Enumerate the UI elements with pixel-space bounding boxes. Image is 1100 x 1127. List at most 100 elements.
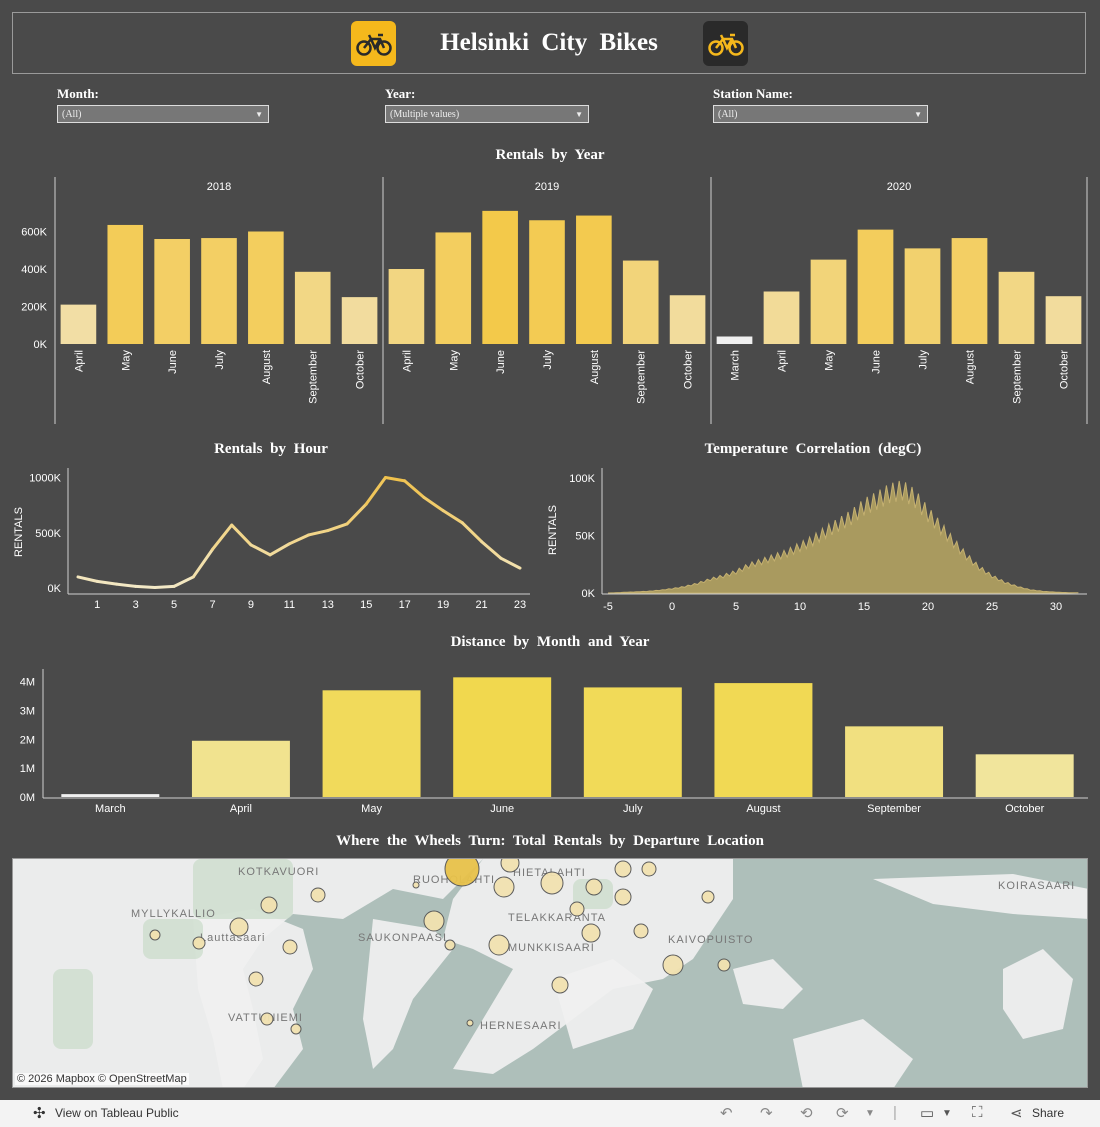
x-tick-label: 20 bbox=[922, 601, 934, 613]
y-tick-label: 100K bbox=[569, 473, 595, 485]
x-tick-label: October bbox=[1005, 803, 1044, 815]
undo-icon[interactable]: ↶ bbox=[720, 1105, 733, 1122]
map-place-label: TELAKKARANTA bbox=[508, 912, 606, 924]
departure-map[interactable]: KOTKAVUORIMYLLYKALLIOLauttasaariVATTUNIE… bbox=[12, 858, 1088, 1088]
dashboard-header: Helsinki City Bikes bbox=[12, 12, 1086, 74]
map-land bbox=[793, 1019, 913, 1087]
x-tick-label: September bbox=[1012, 350, 1024, 404]
station-bubble bbox=[493, 876, 515, 898]
tableau-toolbar: ✣ View on Tableau Public ↶ ↷ ⟲ ⟳ ▼ | ▭ ▼… bbox=[0, 1100, 1100, 1127]
map-park bbox=[143, 919, 203, 959]
map-place-label: KAIVOPUISTO bbox=[668, 934, 753, 946]
station-filter: Station Name: (All) ▼ bbox=[713, 86, 928, 123]
station-bubble bbox=[633, 923, 649, 939]
station-filter-dropdown[interactable]: (All) ▼ bbox=[713, 105, 928, 123]
chevron-down-icon[interactable]: ▼ bbox=[865, 1108, 875, 1119]
y-tick-label: 1M bbox=[20, 763, 35, 775]
chevron-down-icon: ▼ bbox=[255, 110, 263, 119]
station-bubble bbox=[614, 888, 632, 906]
x-tick-label: 0 bbox=[669, 601, 675, 613]
temperature-chart: 0K 50K 100K RENTALS -5 0 5 10 15 20 25 30 bbox=[547, 468, 1087, 613]
fullscreen-icon[interactable]: ⛶ bbox=[972, 1104, 983, 1121]
bar bbox=[1045, 296, 1082, 344]
station-bubble bbox=[540, 871, 564, 895]
bar bbox=[482, 210, 518, 344]
redo-icon[interactable]: ↷ bbox=[760, 1105, 773, 1122]
map-land bbox=[193, 909, 313, 1087]
x-tick-label: September bbox=[867, 803, 921, 815]
map-land bbox=[443, 859, 733, 1074]
x-tick-label: 30 bbox=[1050, 601, 1062, 613]
x-tick-label: 5 bbox=[171, 599, 177, 611]
x-tick-label: August bbox=[746, 803, 780, 815]
station-bubble bbox=[290, 1023, 302, 1035]
refresh-icon[interactable]: ⟳ bbox=[836, 1105, 849, 1122]
dashboard-title: Helsinki City Bikes bbox=[440, 29, 658, 56]
station-bubble bbox=[585, 878, 603, 896]
x-tick-label: 17 bbox=[399, 599, 411, 611]
bar bbox=[341, 297, 378, 344]
line-segment bbox=[95, 579, 118, 586]
x-tick-label: July bbox=[623, 803, 643, 815]
y-tick-label: 3M bbox=[20, 705, 35, 717]
share-button[interactable]: Share bbox=[1032, 1106, 1065, 1120]
bar bbox=[201, 238, 237, 344]
x-tick-label: July bbox=[214, 350, 226, 370]
view-on-tableau-link[interactable]: View on Tableau Public bbox=[55, 1106, 179, 1120]
revert-icon[interactable]: ⟲ bbox=[800, 1105, 813, 1122]
y-tick-label: 0K bbox=[48, 583, 62, 595]
chevron-down-icon[interactable]: ▼ bbox=[942, 1108, 952, 1119]
line-segment bbox=[345, 502, 368, 526]
station-bubble bbox=[466, 1019, 474, 1027]
map-canvas[interactable]: KOTKAVUORIMYLLYKALLIOLauttasaariVATTUNIE… bbox=[13, 859, 1088, 1088]
station-filter-label: Station Name: bbox=[713, 86, 793, 101]
x-tick-label: June bbox=[167, 350, 179, 374]
share-icon[interactable]: ⋖ bbox=[1010, 1105, 1023, 1122]
year-header: 2020 bbox=[887, 181, 911, 193]
x-tick-label: April bbox=[401, 350, 413, 372]
map-place-label: MUNKKISAARI bbox=[508, 942, 595, 954]
line-segment bbox=[76, 575, 99, 583]
line-segment bbox=[153, 584, 176, 589]
y-axis-label: RENTALS bbox=[13, 507, 25, 557]
station-bubble bbox=[662, 954, 684, 976]
y-tick-label: 2M bbox=[20, 734, 35, 746]
x-tick-label: October bbox=[1059, 350, 1071, 389]
x-tick-label: 15 bbox=[360, 599, 372, 611]
map-land bbox=[13, 859, 483, 1087]
year-filter-dropdown[interactable]: (Multiple values) ▼ bbox=[385, 105, 589, 123]
bar bbox=[998, 271, 1035, 344]
station-bubble bbox=[229, 917, 249, 937]
bar bbox=[810, 259, 847, 344]
station-bubble bbox=[500, 859, 520, 873]
x-tick-label: September bbox=[636, 350, 648, 404]
month-filter: Month: (All) ▼ bbox=[57, 86, 269, 123]
line-segment bbox=[172, 575, 195, 588]
temperature-title: Temperature Correlation (degC) bbox=[704, 441, 922, 457]
bar bbox=[576, 215, 612, 344]
x-tick-label: April bbox=[230, 803, 252, 815]
line-segment bbox=[383, 476, 407, 483]
map-land bbox=[553, 959, 653, 1049]
y-tick-label: 0K bbox=[34, 339, 48, 351]
x-tick-label: June bbox=[495, 350, 507, 374]
bar bbox=[845, 726, 944, 797]
x-tick-label: 3 bbox=[133, 599, 139, 611]
bar bbox=[453, 677, 552, 797]
line-segment bbox=[326, 522, 349, 533]
line-segment bbox=[403, 479, 426, 499]
x-tick-label: October bbox=[355, 350, 367, 389]
month-filter-value: (All) bbox=[62, 109, 82, 120]
x-tick-label: 21 bbox=[475, 599, 487, 611]
line-segment bbox=[191, 547, 215, 579]
station-bubble bbox=[423, 910, 445, 932]
x-tick-label: 19 bbox=[437, 599, 449, 611]
month-filter-dropdown[interactable]: (All) ▼ bbox=[57, 105, 269, 123]
x-tick-label: 13 bbox=[322, 599, 334, 611]
map-place-label: KOTKAVUORI bbox=[238, 866, 319, 878]
bar bbox=[322, 690, 421, 797]
y-tick-label: 400K bbox=[21, 264, 47, 276]
line-segment bbox=[211, 523, 234, 551]
download-icon[interactable]: ▭ bbox=[920, 1105, 935, 1122]
